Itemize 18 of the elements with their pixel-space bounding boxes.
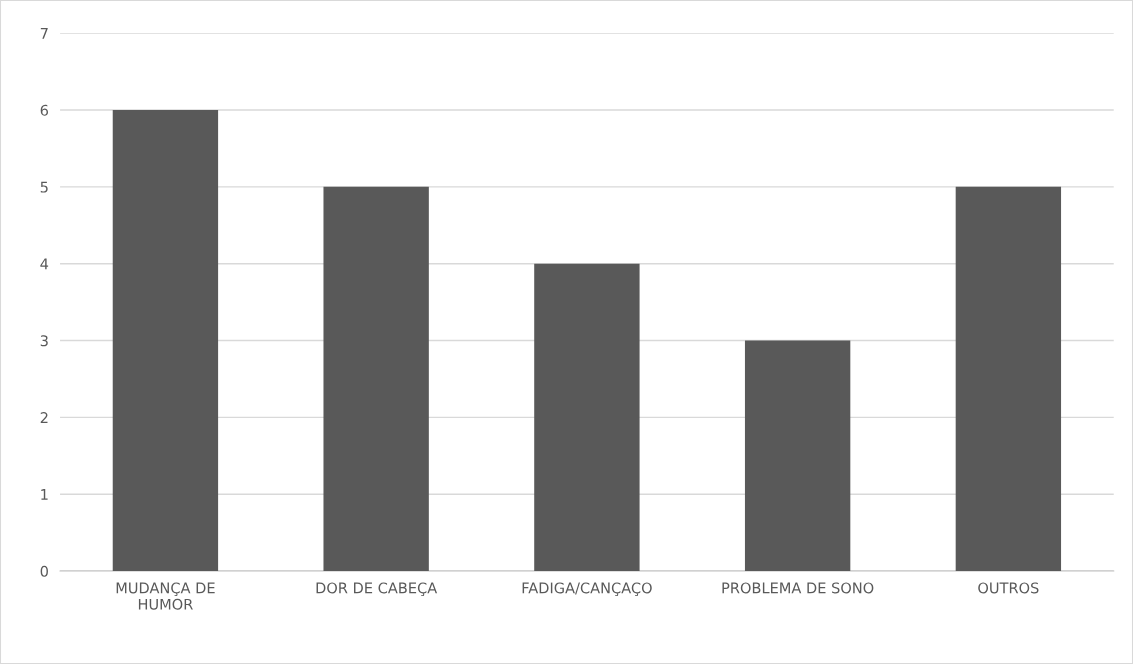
y-tick-label: 5 [40, 181, 48, 193]
x-tick-label: DOR DE CABEÇA [316, 582, 438, 597]
y-tick-label: 0 [40, 565, 48, 577]
y-tick-label: 2 [40, 412, 48, 423]
x-tick-label: OUTROS [978, 582, 1039, 594]
bar [744, 340, 851, 572]
x-tick-label: MUDANÇA DE HUMOR [116, 582, 215, 610]
x-tick-label: FADIGA/CANÇAÇO [522, 582, 652, 597]
bar [534, 263, 640, 572]
y-tick-label: 6 [40, 104, 49, 116]
y-tick-label: 7 [40, 28, 48, 39]
y-tick-label: 3 [40, 335, 48, 347]
y-tick-label: 4 [40, 258, 49, 270]
bar [112, 110, 219, 572]
bar [323, 186, 429, 572]
x-tick-label: PROBLEMA DE SONO [722, 582, 874, 594]
bar [955, 186, 1062, 572]
y-tick-label: 1 [41, 489, 48, 500]
